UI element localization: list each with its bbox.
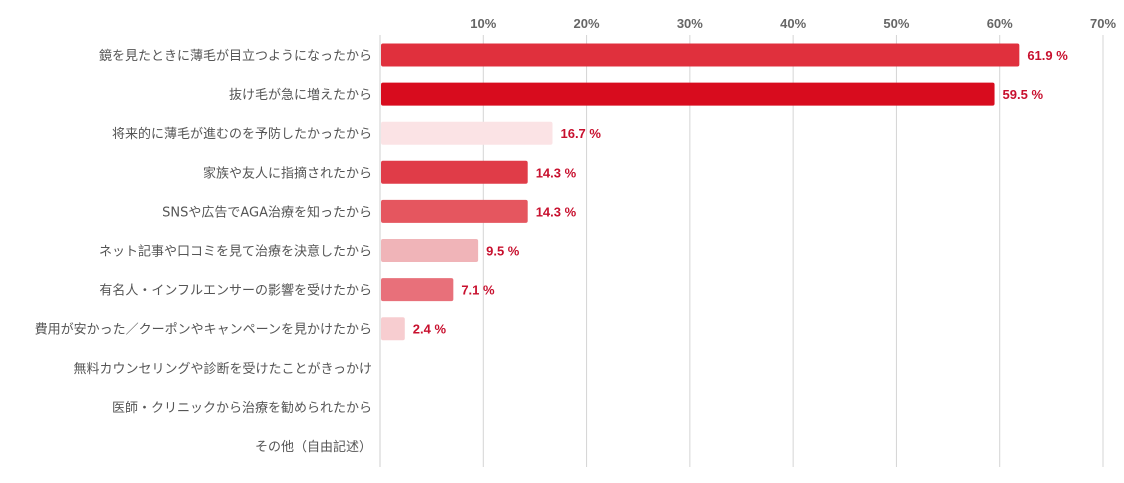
x-tick-label: 40% [780, 16, 806, 31]
data-label: 61.9 % [1027, 48, 1068, 63]
category-label: 無料カウンセリングや診断を受けたことがきっかけ [74, 361, 372, 377]
category-labels: 鏡を見たときに薄毛が目立つようになったから抜け毛が急に増えたから将来的に薄毛が進… [35, 49, 372, 455]
category-label: その他（自由記述） [255, 439, 372, 455]
bars [381, 43, 1020, 341]
bar [381, 278, 454, 302]
x-tick-label: 10% [470, 16, 496, 31]
category-label: 鏡を見たときに薄毛が目立つようになったから [99, 49, 372, 64]
category-label: SNSや広告でAGA治療を知ったから [162, 204, 372, 220]
x-tick-label: 60% [987, 16, 1013, 31]
bar [381, 121, 553, 145]
data-labels: 61.9 % 59.5 % 16.7 % 14.3 % 14.3 % 9.5 % 7.1 %… [413, 48, 1068, 337]
grid-lines [482, 35, 1104, 467]
data-label: 16.7 % [560, 126, 601, 141]
category-label: 医師・クリニックから治療を勧められたから [112, 400, 372, 416]
x-tick-label: 50% [883, 16, 909, 31]
x-tick-label: 20% [574, 16, 600, 31]
category-label: 有名人・インフルエンサーの影響を受けたから [99, 283, 372, 299]
category-label: 将来的に薄毛が進むのを予防したかったから [112, 126, 372, 142]
data-label: 14.3 % [536, 204, 577, 219]
bar [381, 239, 479, 262]
bar [381, 317, 405, 341]
category-label: ネット記事や口コミを見て治療を決意したから [99, 244, 372, 260]
x-axis-tick-labels: 10% 20% 30% 40% 50% 60% 70% [470, 16, 1116, 31]
data-label: 14.3 % [536, 165, 577, 180]
x-tick-label: 30% [677, 16, 703, 31]
data-label: 7.1 % [461, 283, 495, 298]
bar [381, 199, 528, 223]
bar [381, 160, 528, 184]
category-label: 費用が安かった／クーポンやキャンペーンを見かけたから [35, 323, 372, 338]
bar [381, 43, 1020, 67]
bar [381, 82, 995, 106]
category-label: 家族や友人に指摘されたから [203, 165, 372, 181]
category-label: 抜け毛が急に増えたから [229, 87, 372, 103]
data-label: 2.4 % [413, 322, 447, 337]
data-label: 59.5 % [1003, 87, 1044, 102]
data-label: 9.5 % [486, 244, 520, 259]
x-tick-label: 70% [1090, 16, 1116, 31]
